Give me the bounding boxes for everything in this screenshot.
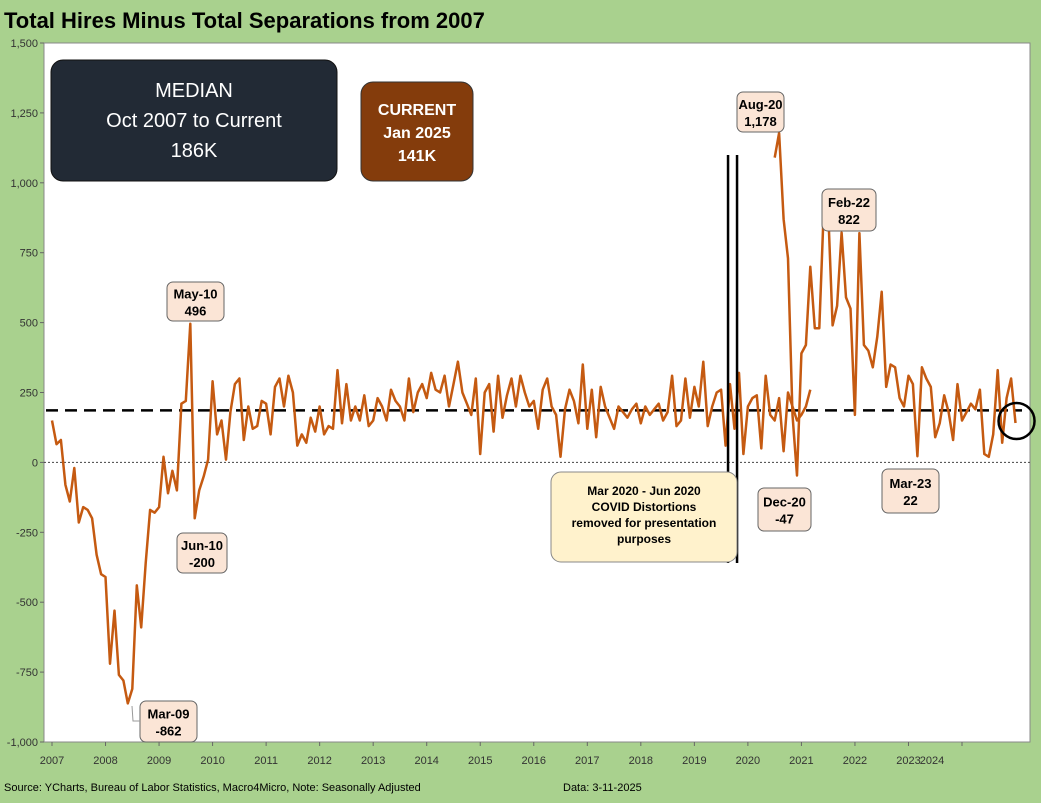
y-tick-label: 500	[20, 318, 38, 330]
callout-mar-09-leader	[131, 705, 140, 722]
x-tick-label: 2017	[575, 755, 599, 767]
covid-note-text: removed for presentation	[572, 516, 717, 530]
y-tick-label: 1,250	[10, 108, 38, 120]
y-tick-label: 1,500	[10, 38, 38, 50]
series-line-segment	[50, 322, 812, 705]
median-box-text: Oct 2007 to Current	[106, 110, 282, 132]
x-tick-label: 2012	[307, 755, 331, 767]
x-tick-label: 2007	[40, 755, 64, 767]
median-box	[50, 59, 338, 182]
x-tick-label: 2024	[920, 755, 944, 767]
callout-feb-22-value: 822	[838, 212, 860, 227]
callout-dec-20-date: Dec-20	[763, 495, 806, 510]
covid-note-box	[550, 471, 738, 563]
callout-dec-20-value: -47	[775, 512, 794, 527]
covid-note-text: COVID Distortions	[592, 500, 697, 514]
covid-note-text: Mar 2020 - Jun 2020	[587, 484, 701, 498]
median-box-text: MEDIAN	[155, 80, 233, 102]
y-tick-label: 750	[20, 248, 38, 260]
callout-mar-09-value: -862	[155, 724, 181, 739]
current-box	[360, 81, 474, 182]
y-tick-label: -250	[16, 527, 38, 539]
callout-dec-20-box	[757, 487, 812, 532]
y-tick-label: -750	[16, 667, 38, 679]
covid-note-text: purposes	[617, 532, 671, 546]
x-tick-label: 2022	[843, 755, 867, 767]
series-line-segment	[773, 131, 1017, 477]
x-tick-label: 2015	[468, 755, 492, 767]
x-tick-label: 2009	[147, 755, 171, 767]
y-tick-label: 250	[20, 388, 38, 400]
y-tick-label: -500	[16, 597, 38, 609]
y-tick-label: 0	[32, 457, 38, 469]
chart-title: Total Hires Minus Total Separations from…	[4, 8, 485, 33]
x-tick-label: 2014	[414, 755, 438, 767]
callout-jun-10-value: -200	[189, 555, 215, 570]
x-tick-label: 2011	[254, 755, 278, 767]
callout-may-10-box	[166, 281, 225, 322]
x-tick-label: 2010	[200, 755, 224, 767]
callout-mar-23-value: 22	[903, 493, 917, 508]
x-tick-label: 2023	[896, 755, 920, 767]
callout-jun-10-box	[176, 532, 228, 574]
x-tick-label: 2021	[789, 755, 813, 767]
current-value-circle	[997, 401, 1036, 441]
callout-may-10-date: May-10	[173, 287, 217, 302]
current-box-text: 141K	[398, 148, 437, 165]
x-tick-label: 2016	[522, 755, 546, 767]
callout-aug-20-date: Aug-20	[738, 97, 782, 112]
x-tick-label: 2019	[682, 755, 706, 767]
callout-feb-22-box	[821, 188, 877, 232]
y-tick-label: 1,000	[10, 178, 38, 190]
callout-mar-23-box	[881, 468, 940, 514]
callout-may-10-value: 496	[185, 304, 207, 319]
footer-date: Data: 3-11-2025	[563, 782, 642, 794]
callout-mar-09-date: Mar-09	[148, 707, 190, 722]
current-box-text: CURRENT	[378, 102, 456, 119]
callout-jun-10-date: Jun-10	[181, 538, 223, 553]
current-box-text: Jan 2025	[383, 125, 451, 142]
median-box-text: 186K	[171, 140, 218, 162]
x-tick-label: 2020	[736, 755, 760, 767]
footer-source: Source: YCharts, Bureau of Labor Statist…	[4, 782, 421, 794]
x-tick-label: 2008	[93, 755, 117, 767]
callout-aug-20-value: 1,178	[744, 114, 777, 129]
x-tick-label: 2013	[361, 755, 385, 767]
callout-aug-20-box	[736, 91, 785, 133]
callout-mar-23-date: Mar-23	[890, 476, 932, 491]
callout-feb-22-date: Feb-22	[828, 195, 870, 210]
x-tick-label: 2018	[629, 755, 653, 767]
y-tick-label: -1,000	[7, 737, 38, 749]
